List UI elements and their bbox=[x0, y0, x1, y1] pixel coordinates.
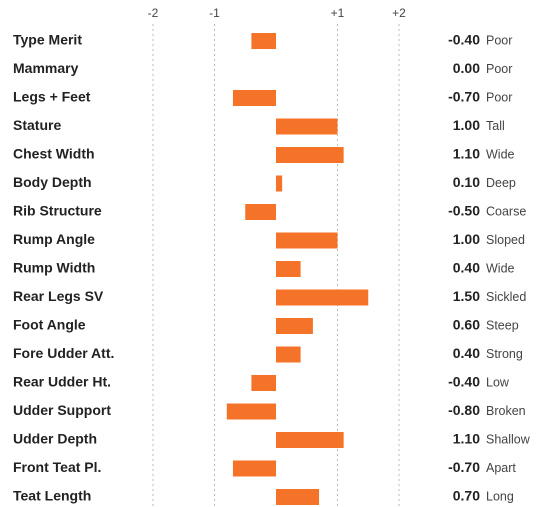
value-label: 0.40 bbox=[453, 345, 480, 361]
bar bbox=[251, 375, 276, 391]
x-tick-label: +2 bbox=[392, 6, 406, 20]
bar bbox=[276, 118, 338, 135]
category-label: Udder Depth bbox=[13, 431, 97, 447]
category-label: Foot Angle bbox=[13, 317, 86, 333]
descriptor: Wide bbox=[486, 261, 515, 275]
value-label: 0.70 bbox=[453, 488, 480, 504]
bar bbox=[276, 261, 301, 277]
bar bbox=[245, 204, 276, 220]
descriptor: Broken bbox=[486, 404, 526, 418]
category-label: Fore Udder Att. bbox=[13, 345, 114, 361]
x-tick-label: -1 bbox=[209, 6, 220, 20]
category-label: Rump Angle bbox=[13, 231, 95, 247]
bar bbox=[232, 460, 276, 477]
bar bbox=[276, 432, 344, 448]
x-tick-label: -2 bbox=[148, 6, 159, 20]
descriptor: Strong bbox=[486, 347, 523, 361]
value-label: -0.50 bbox=[448, 203, 480, 219]
category-label: Front Teat Pl. bbox=[13, 459, 101, 475]
bar bbox=[276, 346, 301, 363]
descriptor: Sickled bbox=[486, 290, 526, 304]
value-label: 0.10 bbox=[453, 174, 480, 190]
descriptor: Low bbox=[486, 375, 510, 389]
bar bbox=[276, 147, 344, 163]
value-label: -0.70 bbox=[448, 89, 480, 105]
category-label: Body Depth bbox=[13, 174, 92, 190]
descriptor: Poor bbox=[486, 90, 512, 104]
category-label: Type Merit bbox=[13, 32, 82, 48]
value-label: 1.50 bbox=[453, 288, 480, 304]
descriptor: Wide bbox=[486, 147, 515, 161]
x-tick-label: +1 bbox=[331, 6, 345, 20]
value-label: 0.00 bbox=[453, 60, 480, 76]
value-label: 1.10 bbox=[453, 146, 480, 162]
bar bbox=[276, 289, 369, 306]
bar bbox=[276, 318, 313, 334]
descriptor: Sloped bbox=[486, 233, 525, 247]
category-label: Chest Width bbox=[13, 146, 95, 162]
bar bbox=[276, 232, 338, 249]
bar bbox=[232, 90, 276, 106]
category-label: Teat Length bbox=[13, 488, 91, 504]
descriptor: Tall bbox=[486, 119, 505, 133]
bar bbox=[226, 403, 276, 420]
value-label: 1.00 bbox=[453, 231, 480, 247]
category-label: Stature bbox=[13, 117, 61, 133]
category-label: Legs + Feet bbox=[13, 89, 91, 105]
category-label: Rear Legs SV bbox=[13, 288, 104, 304]
category-label: Rib Structure bbox=[13, 203, 102, 219]
value-label: -0.70 bbox=[448, 459, 480, 475]
descriptor: Shallow bbox=[486, 432, 531, 446]
descriptor: Poor bbox=[486, 62, 512, 76]
value-label: 0.40 bbox=[453, 260, 480, 276]
value-label: -0.40 bbox=[448, 374, 480, 390]
bar bbox=[251, 33, 276, 49]
value-label: -0.80 bbox=[448, 402, 480, 418]
descriptor: Coarse bbox=[486, 204, 526, 218]
bar bbox=[276, 489, 320, 505]
value-label: 0.60 bbox=[453, 317, 480, 333]
category-label: Mammary bbox=[13, 60, 79, 76]
descriptor: Deep bbox=[486, 176, 516, 190]
category-label: Udder Support bbox=[13, 402, 111, 418]
descriptor: Long bbox=[486, 489, 514, 503]
descriptor: Apart bbox=[486, 461, 516, 475]
descriptor: Steep bbox=[486, 318, 519, 332]
category-label: Rump Width bbox=[13, 260, 95, 276]
value-label: 1.00 bbox=[453, 117, 480, 133]
category-label: Rear Udder Ht. bbox=[13, 374, 111, 390]
descriptor: Poor bbox=[486, 33, 512, 47]
value-label: -0.40 bbox=[448, 32, 480, 48]
bar bbox=[276, 175, 283, 192]
value-label: 1.10 bbox=[453, 431, 480, 447]
